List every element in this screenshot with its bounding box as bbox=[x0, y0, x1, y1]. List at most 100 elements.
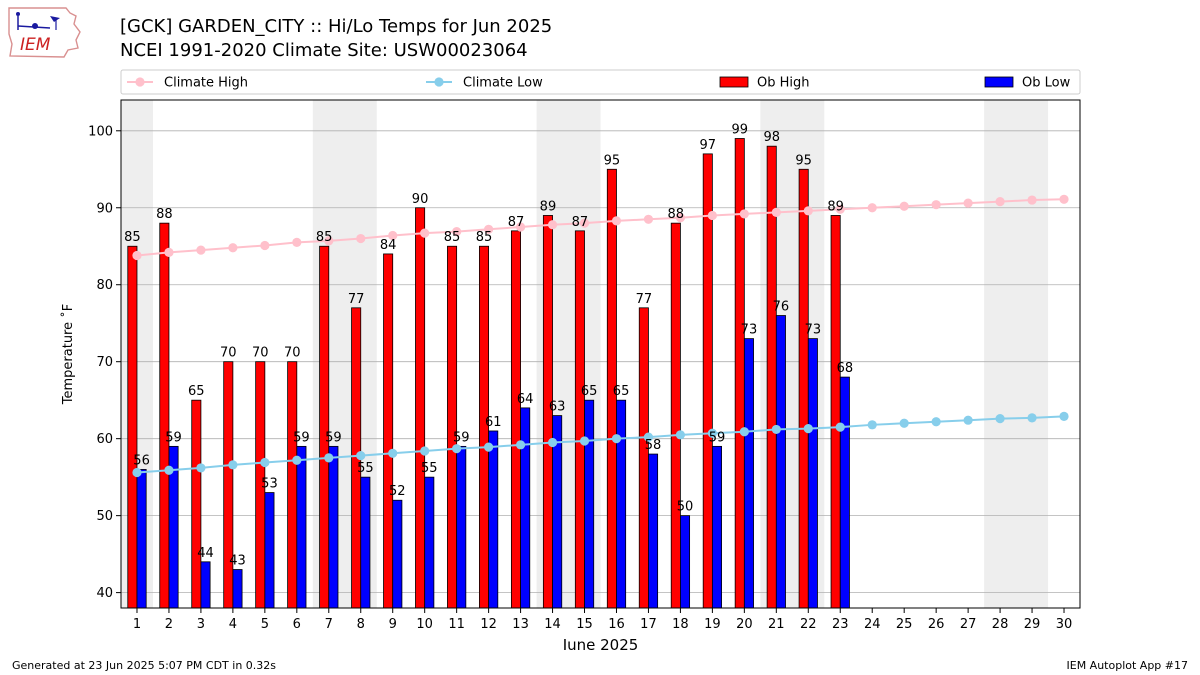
ob-low-bar bbox=[424, 476, 435, 609]
ob-low-bar bbox=[360, 476, 371, 609]
ob-high-label: 90 bbox=[412, 192, 429, 207]
x-tick-label: 13 bbox=[512, 617, 529, 632]
x-tick-label: 3 bbox=[197, 617, 205, 632]
climate-low-point bbox=[931, 417, 941, 427]
x-tick-label: 30 bbox=[1056, 617, 1073, 632]
ob-high-bar bbox=[415, 207, 426, 609]
ob-high-bar bbox=[159, 222, 170, 609]
climate-high-point bbox=[995, 197, 1005, 207]
x-tick-label: 25 bbox=[896, 617, 913, 632]
climate-low-point bbox=[515, 440, 526, 450]
ob-high-label: 87 bbox=[572, 215, 589, 230]
climate-high-point bbox=[579, 218, 590, 228]
climate-high-point bbox=[963, 198, 973, 208]
generated-timestamp: Generated at 23 Jun 2025 5:07 PM CDT in … bbox=[12, 659, 277, 672]
chart-title: [GCK] GARDEN_CITY :: Hi/Lo Temps for Jun… bbox=[120, 16, 553, 37]
climate-low-line bbox=[136, 415, 1065, 474]
climate-high-point bbox=[803, 206, 813, 216]
climate-high-point bbox=[771, 207, 781, 217]
ob-high-label: 70 bbox=[284, 346, 301, 361]
ob-low-label: 59 bbox=[453, 430, 470, 445]
ob-high-label: 99 bbox=[731, 122, 748, 137]
climate-high-point bbox=[1059, 194, 1069, 204]
ob-low-label: 76 bbox=[773, 300, 790, 315]
y-tick-label: 50 bbox=[96, 509, 113, 524]
climate-low-point bbox=[803, 424, 813, 434]
x-tick-label: 5 bbox=[261, 617, 269, 632]
app-credit: IEM Autoplot App #17 bbox=[1066, 659, 1189, 672]
grid-lines bbox=[121, 130, 1080, 594]
climate-high-point bbox=[292, 237, 302, 247]
y-tick-label: 60 bbox=[96, 432, 113, 447]
legend-swatch bbox=[984, 76, 1014, 88]
ob-high-label: 89 bbox=[540, 199, 557, 214]
ob-low-label: 61 bbox=[485, 415, 502, 430]
climate-low-point bbox=[292, 455, 302, 465]
x-tick-label: 21 bbox=[768, 617, 785, 632]
climate-low-point bbox=[579, 436, 590, 446]
x-tick-label: 8 bbox=[357, 617, 365, 632]
ob-high-bar bbox=[510, 230, 521, 609]
ob-low-label: 55 bbox=[357, 461, 374, 476]
ob-high-bar bbox=[223, 361, 234, 609]
climate-low-point bbox=[643, 432, 654, 442]
climate-low-point bbox=[547, 437, 558, 448]
legend-label: Ob Low bbox=[1022, 76, 1071, 91]
climate-high-point bbox=[931, 200, 941, 210]
ob-high-bar bbox=[574, 230, 585, 609]
climate-low-point bbox=[995, 414, 1005, 424]
legend-ob-low: Ob Low bbox=[984, 76, 1071, 91]
climate-high-point bbox=[164, 247, 174, 257]
x-axis-label: June 2025 bbox=[562, 636, 639, 650]
climate-low-point bbox=[1027, 413, 1037, 423]
climate-low-point bbox=[867, 420, 877, 430]
ob-low-label: 65 bbox=[613, 384, 630, 399]
ob-low-bar bbox=[775, 315, 786, 609]
x-tick-label: 29 bbox=[1024, 617, 1041, 632]
ob-high-label: 85 bbox=[316, 230, 333, 245]
ob-high-label: 77 bbox=[348, 292, 365, 307]
climate-low-point bbox=[420, 446, 430, 456]
climate-high-line bbox=[136, 198, 1065, 257]
y-tick-label: 40 bbox=[96, 586, 113, 601]
x-tick-label: 20 bbox=[736, 617, 753, 632]
legend-label: Ob High bbox=[757, 76, 810, 91]
climate-low-point bbox=[452, 444, 462, 454]
legend-swatch bbox=[719, 76, 749, 88]
ob-low-label: 58 bbox=[645, 438, 662, 453]
ob-low-bar bbox=[520, 407, 531, 609]
x-tick-label: 12 bbox=[480, 617, 497, 632]
ob-high-bar bbox=[702, 153, 713, 609]
ob-high-label: 95 bbox=[604, 153, 621, 168]
climate-high-point bbox=[228, 243, 238, 253]
ob-low-label: 44 bbox=[197, 546, 214, 561]
x-tick-label: 24 bbox=[864, 617, 881, 632]
ob-high-bar bbox=[191, 399, 202, 609]
climate-high-point bbox=[867, 203, 877, 213]
ob-low-bar bbox=[456, 445, 467, 609]
x-tick-label: 4 bbox=[229, 617, 237, 632]
legend-ob-high: Ob High bbox=[719, 76, 810, 91]
weekend-shade bbox=[984, 100, 1049, 608]
climate-high-point bbox=[356, 233, 366, 244]
legend-box bbox=[120, 69, 1081, 95]
ob-high-bar bbox=[670, 222, 681, 609]
climate-low-point bbox=[164, 465, 174, 475]
ob-low-label: 73 bbox=[741, 323, 758, 338]
ob-low-label: 63 bbox=[549, 400, 566, 415]
ob-high-label: 85 bbox=[124, 230, 141, 245]
ob-high-label: 88 bbox=[668, 207, 685, 222]
ob-low-bar bbox=[232, 569, 243, 609]
ob-low-label: 73 bbox=[805, 323, 822, 338]
climate-high-point bbox=[899, 201, 909, 211]
climate-high-point bbox=[484, 224, 494, 234]
ob-high-label: 87 bbox=[508, 215, 525, 230]
climate-high-point bbox=[739, 209, 749, 219]
ob-low-label: 59 bbox=[709, 430, 726, 445]
x-tick-label: 7 bbox=[325, 617, 333, 632]
x-tick-label: 16 bbox=[608, 617, 625, 632]
climate-low-point bbox=[132, 467, 142, 478]
ob-low-bar bbox=[264, 492, 275, 609]
climate-low-point bbox=[739, 427, 749, 437]
